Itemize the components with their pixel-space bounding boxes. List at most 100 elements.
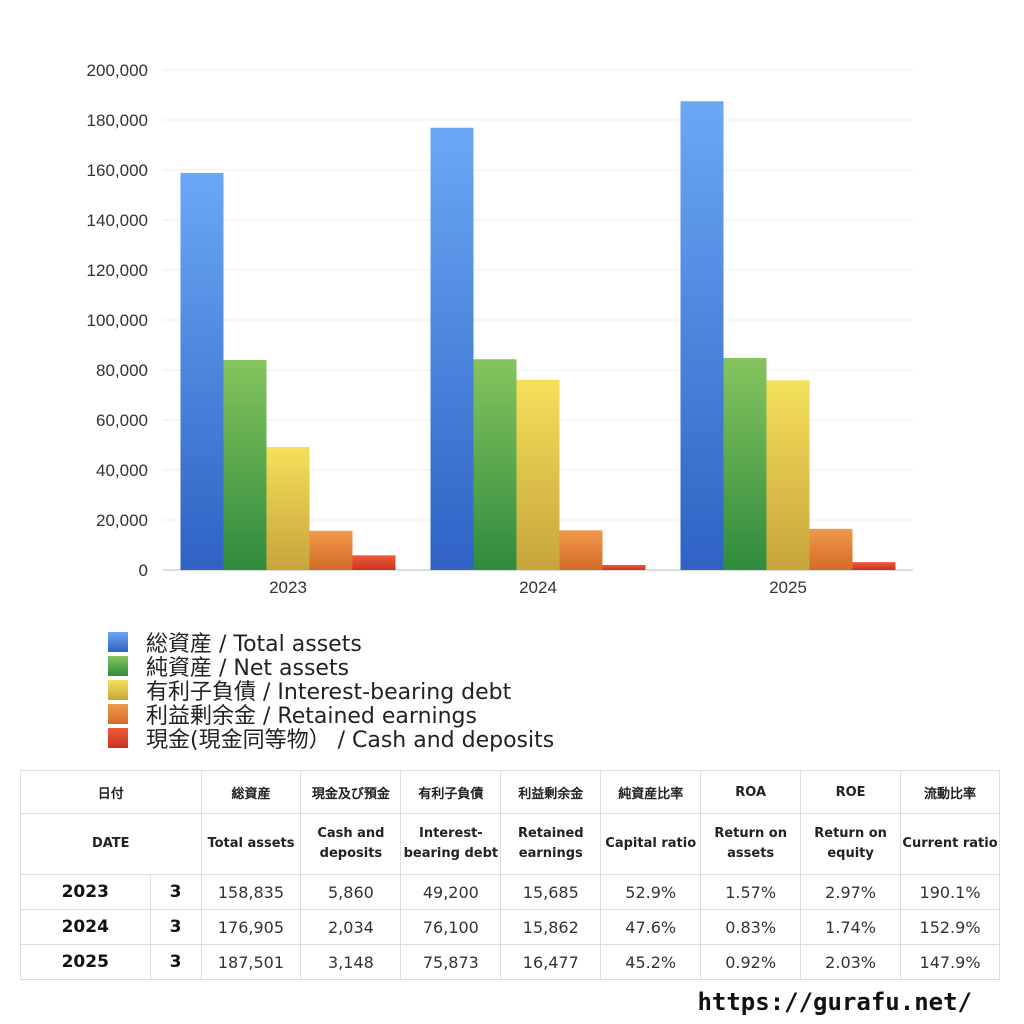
legend-item-retained-earnings: 利益剰余金 / Retained earnings <box>108 702 554 729</box>
cell-year: 2025 <box>20 944 151 980</box>
cell-month: 3 <box>149 874 202 910</box>
bar-2024-series-2 <box>516 379 560 570</box>
x-tick-label: 2024 <box>519 578 557 597</box>
legend: 総資産 / Total assets 純資産 / Net assets 有利子負… <box>108 630 554 753</box>
cell: 15,862 <box>500 909 602 945</box>
header-cell: Retained earnings <box>500 813 602 875</box>
bar-2023-series-0 <box>180 172 224 570</box>
x-tick-label: 2023 <box>269 578 307 597</box>
x-axis: 2023 2024 2025 <box>269 578 807 597</box>
cell: 2,034 <box>300 909 402 945</box>
cell: 147.9% <box>900 944 1000 980</box>
legend-swatch <box>108 728 128 748</box>
cell: 3,148 <box>300 944 402 980</box>
bar-2025-series-0 <box>680 101 724 570</box>
cell: 75,873 <box>400 944 502 980</box>
cell: 176,905 <box>200 909 302 945</box>
header-cell: 総資産 <box>200 770 302 814</box>
y-tick-label: 200,000 <box>87 61 148 80</box>
bar-2025-series-1 <box>723 358 767 570</box>
bar-chart: 0 20,000 40,000 60,000 80,000 100,000 120,000 1… <box>87 61 913 597</box>
header-cell: Interest-bearing debt <box>400 813 502 875</box>
header-cell: Return on assets <box>700 813 802 875</box>
bar-2024-series-3 <box>559 530 603 570</box>
legend-swatch <box>108 704 128 724</box>
header-row-en: DATE Total assets Cash and deposits Inte… <box>20 813 1000 875</box>
bars <box>180 101 896 571</box>
table-row: 2025 3 187,501 3,148 75,873 16,477 45.2%… <box>20 944 1000 980</box>
cell: 5,860 <box>300 874 402 910</box>
bar-2023-series-4 <box>352 555 396 570</box>
y-tick-label: 180,000 <box>87 111 148 130</box>
cell: 52.9% <box>600 874 702 910</box>
cell: 16,477 <box>500 944 602 980</box>
legend-swatch <box>108 632 128 652</box>
bar-2025-series-3 <box>809 528 853 570</box>
cell: 47.6% <box>600 909 702 945</box>
header-cell: Return on equity <box>800 813 902 875</box>
cell: 1.57% <box>700 874 802 910</box>
header-cell: 現金及び預金 <box>300 770 402 814</box>
bar-2023-series-2 <box>266 447 310 570</box>
cell: 15,685 <box>500 874 602 910</box>
legend-label: 総資産 / Total assets <box>146 632 362 657</box>
cell: 190.1% <box>900 874 1000 910</box>
y-tick-label: 100,000 <box>87 311 148 330</box>
bar-2023-series-1 <box>223 360 267 570</box>
x-tick-label: 2025 <box>769 578 807 597</box>
legend-label: 現金(現金同等物） / Cash and deposits <box>146 728 555 753</box>
header-cell: Capital ratio <box>600 813 702 875</box>
legend-item-cash: 現金(現金同等物） / Cash and deposits <box>108 726 554 753</box>
table-row: 2024 3 176,905 2,034 76,100 15,862 47.6%… <box>20 909 1000 945</box>
legend-swatch <box>108 680 128 700</box>
site-url[interactable]: https://gurafu.net/ <box>697 988 972 1016</box>
bar-2024-series-1 <box>473 359 517 570</box>
header-cell: Current ratio <box>900 813 1000 875</box>
y-tick-label: 160,000 <box>87 161 148 180</box>
cell: 76,100 <box>400 909 502 945</box>
legend-swatch <box>108 656 128 676</box>
header-cell: ROA <box>700 770 802 814</box>
cell: 0.92% <box>700 944 802 980</box>
y-tick-label: 0 <box>139 561 148 580</box>
bar-2025-series-4 <box>852 562 896 570</box>
y-tick-label: 140,000 <box>87 211 148 230</box>
cell: 2.03% <box>800 944 902 980</box>
legend-label: 有利子負債 / Interest-bearing debt <box>146 680 512 705</box>
bar-2023-series-3 <box>309 530 353 570</box>
header-cell: 流動比率 <box>900 770 1000 814</box>
header-row-ja: 日付 総資産 現金及び預金 有利子負債 利益剰余金 純資産比率 ROA ROE … <box>20 770 1000 814</box>
cell-month: 3 <box>149 909 202 945</box>
y-tick-label: 20,000 <box>96 511 148 530</box>
header-date-en: DATE <box>20 813 202 875</box>
legend-item-net-assets: 純資産 / Net assets <box>108 654 554 681</box>
header-cell: Cash and deposits <box>300 813 402 875</box>
cell: 49,200 <box>400 874 502 910</box>
header-cell: 利益剰余金 <box>500 770 602 814</box>
y-tick-label: 80,000 <box>96 361 148 380</box>
bar-2024-series-0 <box>430 127 474 571</box>
cell: 187,501 <box>200 944 302 980</box>
cell: 1.74% <box>800 909 902 945</box>
y-tick-label: 60,000 <box>96 411 148 430</box>
header-cell: ROE <box>800 770 902 814</box>
cell: 158,835 <box>200 874 302 910</box>
header-cell: 純資産比率 <box>600 770 702 814</box>
y-tick-label: 120,000 <box>87 261 148 280</box>
y-axis: 0 20,000 40,000 60,000 80,000 100,000 120,000 1… <box>87 61 148 580</box>
cell-year: 2023 <box>20 874 151 910</box>
legend-label: 純資産 / Net assets <box>146 656 350 681</box>
bar-2024-series-4 <box>602 564 646 570</box>
header-date-ja: 日付 <box>20 770 202 814</box>
y-tick-label: 40,000 <box>96 461 148 480</box>
table-row: 2023 3 158,835 5,860 49,200 15,685 52.9%… <box>20 874 1000 910</box>
cell: 152.9% <box>900 909 1000 945</box>
legend-item-interest-bearing-debt: 有利子負債 / Interest-bearing debt <box>108 678 554 705</box>
cell: 45.2% <box>600 944 702 980</box>
cell: 0.83% <box>700 909 802 945</box>
legend-item-total-assets: 総資産 / Total assets <box>108 630 554 657</box>
header-cell: 有利子負債 <box>400 770 502 814</box>
legend-label: 利益剰余金 / Retained earnings <box>146 704 477 729</box>
financial-table: 日付 総資産 現金及び預金 有利子負債 利益剰余金 純資産比率 ROA ROE … <box>20 770 1000 980</box>
cell: 2.97% <box>800 874 902 910</box>
